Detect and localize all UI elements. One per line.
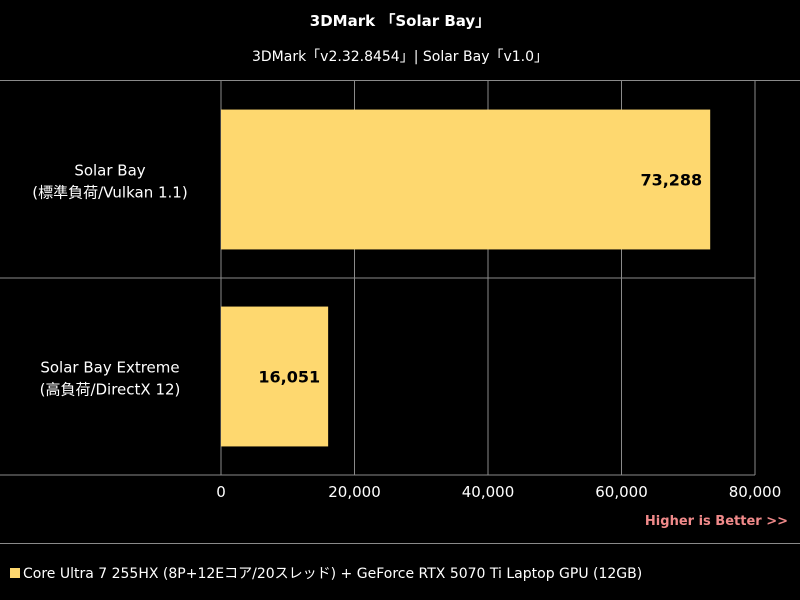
x-tick-label: 60,000 [595,483,648,501]
top-divider [0,80,800,81]
label-layer: 0 20,000 40,000 60,000 80,000 73,288 Solar Bay… [32,162,781,502]
bar-layer [221,109,711,447]
legend-entry: Core Ultra 7 255HX (8P+12Eコア/20スレッド) + G… [23,566,643,582]
category-label: Solar Bay [74,162,145,180]
bar [221,109,711,250]
chart-title: 3DMark 「Solar Bay」 [309,12,491,30]
legend: Core Ultra 7 255HX (8P+12Eコア/20スレッド) + G… [10,563,642,583]
bar [221,306,329,447]
x-tick-label: 40,000 [462,483,515,501]
category-label: (標準負荷/Vulkan 1.1) [32,184,187,202]
higher-is-better-note: Higher is Better >> [644,514,788,529]
legend-swatch [10,568,20,578]
category-label: Solar Bay Extreme [40,359,179,377]
bar-value-label: 73,288 [640,171,702,190]
category-label: (高負荷/DirectX 12) [40,381,181,399]
chart-subtitle: 3DMark「v2.32.8454」| Solar Bay「v1.0」 [251,49,549,65]
x-tick-label: 0 [216,483,226,501]
x-tick-label: 20,000 [328,483,381,501]
bottom-divider [0,543,800,544]
x-tick-label: 80,000 [729,483,782,501]
bar-value-label: 16,051 [258,368,320,387]
